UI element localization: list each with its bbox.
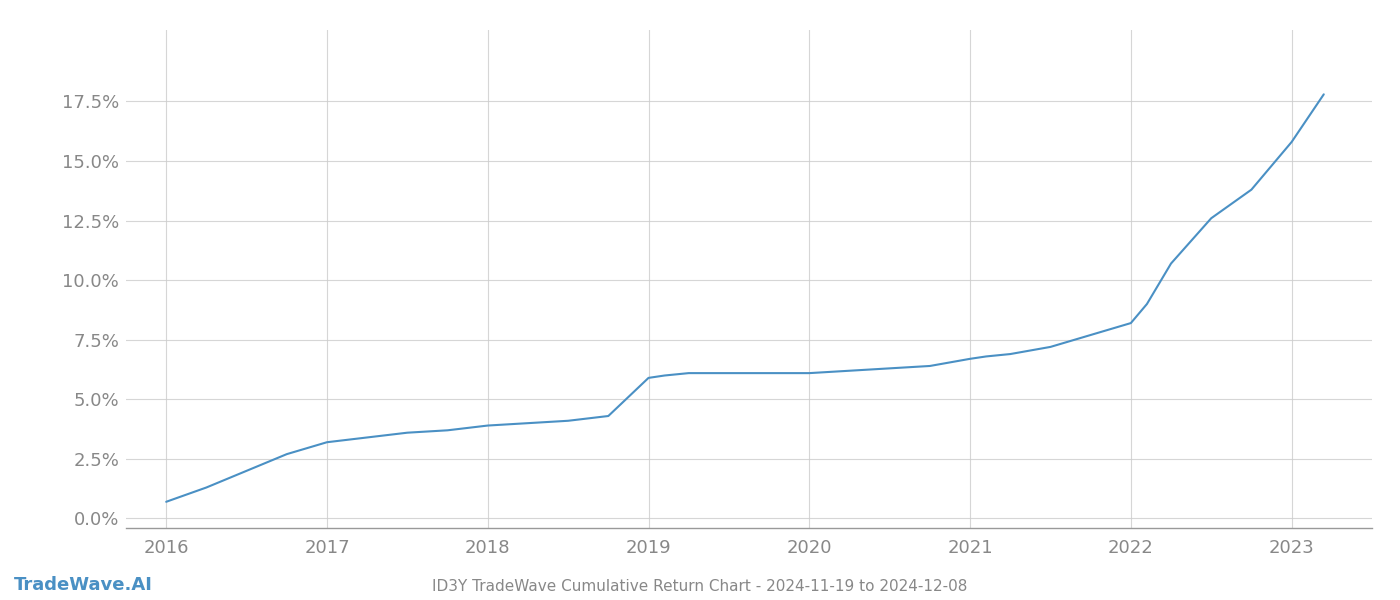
Text: TradeWave.AI: TradeWave.AI bbox=[14, 576, 153, 594]
Text: ID3Y TradeWave Cumulative Return Chart - 2024-11-19 to 2024-12-08: ID3Y TradeWave Cumulative Return Chart -… bbox=[433, 579, 967, 594]
